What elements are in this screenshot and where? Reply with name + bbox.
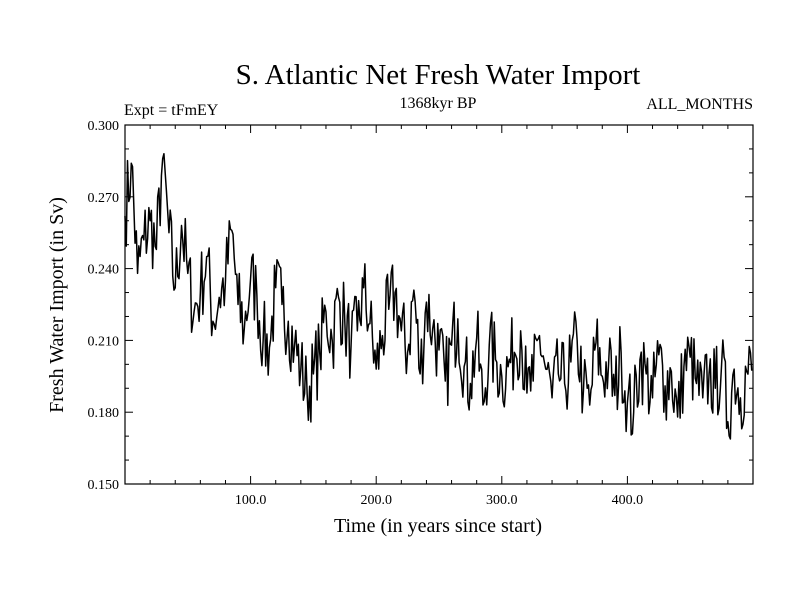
x-tick-label: 300.0	[486, 493, 518, 508]
period-label: 1368kyr BP	[400, 95, 477, 112]
experiment-label: Expt = tFmEY	[124, 102, 219, 119]
plot-frame	[124, 124, 754, 485]
y-tick-label: 0.180	[88, 406, 120, 421]
series-line	[124, 152, 753, 440]
chart-title: S. Atlantic Net Fresh Water Import	[236, 59, 641, 91]
y-tick-label: 0.210	[88, 334, 120, 349]
axis-ticks	[125, 124, 753, 485]
y-axis-label: Fresh Water Import (in Sv)	[46, 197, 68, 413]
y-tick-label: 0.270	[88, 191, 120, 206]
x-tick-label: 400.0	[612, 493, 644, 508]
y-tick-label: 0.300	[88, 119, 120, 134]
months-label: ALL_MONTHS	[646, 96, 753, 113]
tick-labels: 100.0 200.0 300.0 400.0 0.150 0.180 0.210 0.240…	[88, 119, 644, 508]
y-tick-label: 0.150	[88, 478, 120, 493]
x-tick-label: 200.0	[360, 493, 392, 508]
y-tick-label: 0.240	[88, 263, 120, 278]
x-tick-label: 100.0	[235, 493, 267, 508]
x-axis-label: Time (in years since start)	[334, 515, 542, 537]
